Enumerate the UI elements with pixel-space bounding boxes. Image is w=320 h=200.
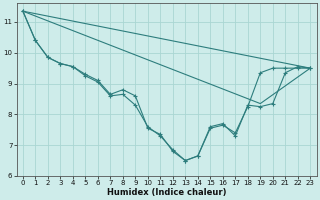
X-axis label: Humidex (Indice chaleur): Humidex (Indice chaleur)	[107, 188, 226, 197]
